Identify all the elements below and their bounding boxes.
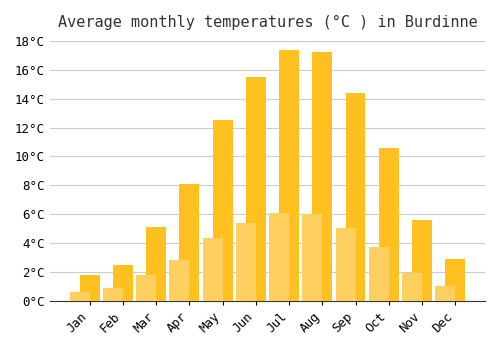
Bar	[412, 220, 432, 301]
Bar	[103, 288, 123, 301]
Bar	[402, 273, 422, 301]
Bar	[302, 214, 322, 301]
Bar	[379, 148, 398, 301]
Bar	[202, 238, 222, 301]
Bar	[246, 77, 266, 301]
Bar	[369, 247, 389, 301]
Bar	[146, 227, 166, 301]
Bar	[80, 275, 100, 301]
Bar	[170, 260, 190, 301]
Bar	[236, 223, 256, 301]
Title: Average monthly temperatures (°C ) in Burdinne: Average monthly temperatures (°C ) in Bu…	[58, 15, 478, 30]
Bar	[312, 52, 332, 301]
Bar	[279, 50, 299, 301]
Bar	[336, 228, 355, 301]
Bar	[346, 93, 366, 301]
Bar	[446, 259, 465, 301]
Bar	[113, 265, 133, 301]
Bar	[136, 275, 156, 301]
Bar	[180, 184, 200, 301]
Bar	[212, 120, 233, 301]
Bar	[436, 286, 455, 301]
Bar	[269, 213, 289, 301]
Bar	[70, 292, 89, 301]
